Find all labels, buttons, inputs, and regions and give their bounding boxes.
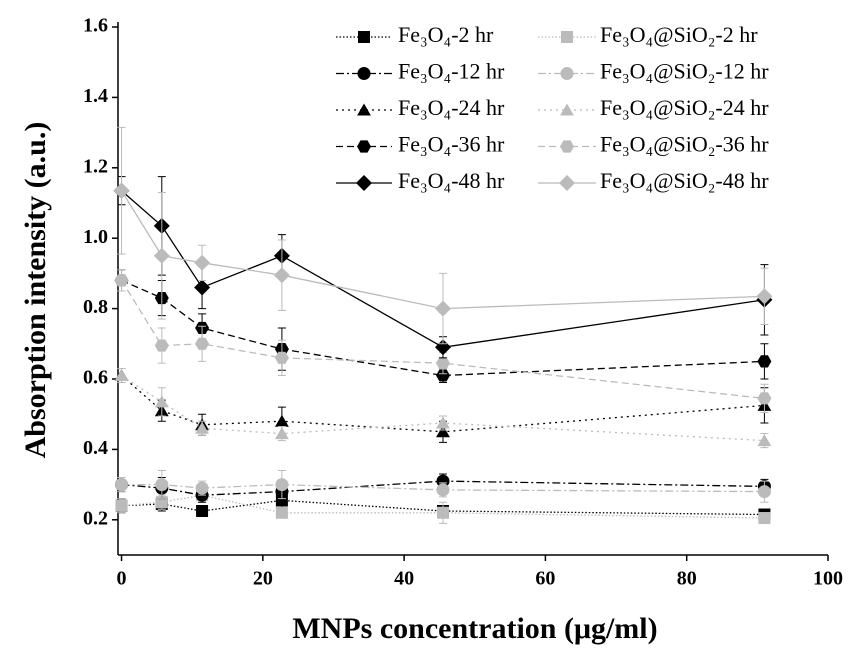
marker bbox=[757, 355, 772, 368]
marker bbox=[195, 337, 210, 350]
marker bbox=[275, 506, 288, 519]
x-tick-label: 20 bbox=[253, 568, 273, 590]
marker bbox=[758, 512, 771, 525]
y-tick-label: 0.6 bbox=[83, 367, 108, 389]
marker bbox=[357, 140, 371, 153]
marker bbox=[275, 494, 288, 507]
marker bbox=[115, 478, 129, 492]
legend-label: Fe₃O₄-24 hr bbox=[398, 95, 505, 120]
marker bbox=[195, 421, 209, 434]
legend-label: Fe₃O₄@SiO₂-2 hr bbox=[600, 22, 758, 47]
series-line bbox=[121, 480, 765, 496]
marker bbox=[436, 369, 450, 382]
y-tick-label: 1.6 bbox=[83, 15, 108, 37]
series-line bbox=[121, 374, 765, 442]
series-line bbox=[121, 483, 765, 493]
marker bbox=[154, 339, 169, 352]
y-tick-label: 1.0 bbox=[83, 226, 108, 248]
marker bbox=[357, 67, 371, 80]
marker bbox=[356, 175, 372, 191]
y-tick-label: 1.2 bbox=[83, 155, 108, 177]
x-tick-label: 60 bbox=[535, 568, 555, 590]
marker bbox=[114, 274, 129, 287]
series-line bbox=[121, 279, 765, 377]
marker bbox=[757, 392, 772, 405]
marker bbox=[560, 103, 574, 116]
marker bbox=[757, 434, 772, 447]
y-tick-label: 0.4 bbox=[83, 437, 108, 459]
y-tick-label: 0.8 bbox=[83, 296, 108, 318]
marker bbox=[756, 288, 773, 305]
legend-label: Fe₃O₄-2 hr bbox=[398, 22, 494, 47]
series-line bbox=[120, 280, 765, 400]
marker bbox=[435, 300, 451, 317]
x-axis-title: MNPs concentration (μg/ml) bbox=[292, 612, 657, 645]
x-tick-label: 0 bbox=[117, 568, 127, 590]
legend-label: Fe₃O₄-48 hr bbox=[398, 168, 505, 193]
legend-label: Fe₃O₄-36 hr bbox=[398, 132, 505, 157]
marker bbox=[155, 478, 169, 492]
marker bbox=[275, 427, 289, 440]
marker bbox=[560, 140, 574, 153]
marker bbox=[436, 506, 449, 519]
series-line bbox=[120, 190, 765, 310]
legend-label: Fe₃O₄-12 hr bbox=[398, 59, 505, 84]
marker bbox=[153, 247, 170, 264]
series-line bbox=[121, 190, 765, 348]
marker bbox=[561, 31, 573, 43]
marker bbox=[559, 175, 575, 191]
marker bbox=[757, 485, 771, 499]
legend-label: Fe₃O₄@SiO₂-36 hr bbox=[600, 132, 769, 157]
x-tick-label: 100 bbox=[813, 568, 843, 590]
marker bbox=[155, 496, 168, 509]
y-axis-title: Absorption intensity (a.u.) bbox=[19, 122, 52, 459]
marker bbox=[195, 481, 209, 495]
marker bbox=[114, 369, 129, 381]
x-tick-label: 80 bbox=[677, 568, 697, 590]
legend-label: Fe₃O₄@SiO₂-12 hr bbox=[600, 59, 769, 84]
x-tick-label: 40 bbox=[394, 568, 414, 590]
marker bbox=[436, 416, 450, 429]
marker bbox=[194, 254, 211, 271]
marker bbox=[436, 483, 450, 497]
marker bbox=[436, 357, 450, 370]
marker bbox=[358, 31, 370, 43]
marker bbox=[357, 103, 371, 116]
marker bbox=[273, 267, 290, 284]
marker bbox=[115, 499, 128, 512]
marker bbox=[560, 67, 574, 80]
marker bbox=[275, 414, 289, 427]
marker bbox=[196, 505, 209, 517]
marker bbox=[194, 279, 211, 296]
legend-label: Fe₃O₄@SiO₂-48 hr bbox=[600, 168, 769, 193]
series-line bbox=[121, 375, 765, 433]
legend-label: Fe₃O₄@SiO₂-24 hr bbox=[600, 95, 769, 120]
marker bbox=[113, 182, 130, 199]
marker bbox=[436, 425, 450, 438]
y-tick-label: 0.2 bbox=[83, 507, 108, 529]
y-tick-label: 1.4 bbox=[83, 85, 108, 107]
marker bbox=[154, 395, 169, 408]
marker bbox=[274, 351, 289, 364]
marker bbox=[275, 478, 289, 492]
